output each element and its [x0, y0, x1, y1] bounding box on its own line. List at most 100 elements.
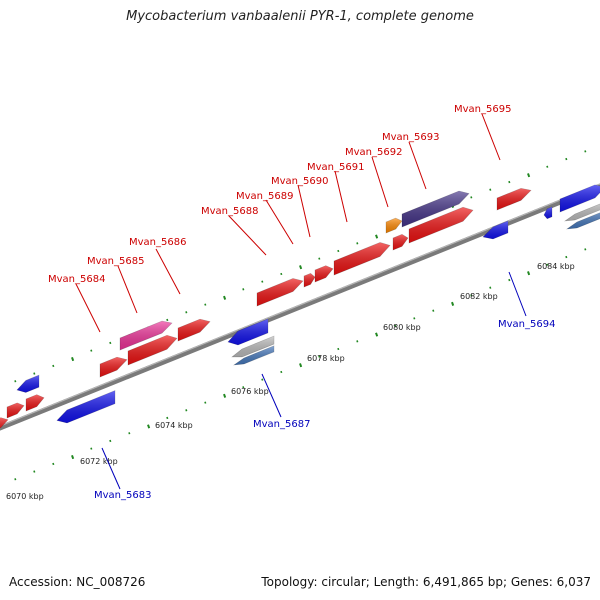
lower-tick-row [14, 248, 587, 481]
lower-tick-mark [14, 478, 17, 481]
upper-tick-mark [337, 249, 340, 253]
forward-gene-labels: Mvan_5684 Mvan_5685 Mvan_5686 Mvan_5688 … [48, 104, 511, 285]
gene-features [0, 184, 600, 429]
lower-tick-mark [565, 255, 568, 259]
gene-arrow-mvan-5694-shading [483, 220, 508, 239]
lower-tick-mark [451, 301, 455, 306]
leader-mvan-5689 [265, 199, 294, 245]
map-title: Mycobacterium vanbaalenii PYR-1, complet… [126, 9, 474, 24]
leader-mvan-5687 [261, 373, 282, 418]
gene-arrow-mvan-5695-shading [497, 188, 531, 210]
scale-label-6084: 6084 kbp [537, 262, 575, 271]
gene-arrow-mvan-5689-shading [304, 273, 315, 287]
scale-label-6070: 6070 kbp [6, 492, 44, 501]
gene-label-mvan-5695[interactable]: Mvan_5695 [454, 104, 511, 115]
scale-label-6072: 6072 kbp [80, 457, 118, 466]
gene-label-mvan-5687[interactable]: Mvan_5687 [253, 419, 310, 430]
gene-arrow-mvan-5690-shading [315, 265, 333, 282]
upper-tick-mark [489, 188, 492, 191]
accession-text: Accession: NC_008726 [9, 575, 146, 589]
gene-arrow-mvan-5685-shading [128, 335, 177, 365]
gene-label-mvan-5690[interactable]: Mvan_5690 [271, 176, 328, 187]
genome-backbone [0, 183, 600, 431]
lower-tick-mark [204, 401, 207, 404]
lower-tick-mark [166, 416, 169, 420]
gene-label-mvan-5683[interactable]: Mvan_5683 [94, 490, 151, 501]
gene-arrow-edge-blue-shading [560, 184, 600, 212]
leader-mvan-5690 [297, 184, 311, 238]
gene-arrow-blue-shading [228, 318, 268, 345]
leader-mvan-5683 [101, 447, 121, 490]
gene-arrow-small-blue-shading [544, 206, 552, 219]
gene-arrow-mvan-5692-shading [393, 234, 408, 250]
gene-label-mvan-5686[interactable]: Mvan_5686 [129, 237, 186, 248]
upper-tick-mark [565, 157, 568, 161]
gene-label-mvan-5685[interactable]: Mvan_5685 [87, 256, 144, 267]
reverse-gene-labels: Mvan_5683 Mvan_5687 Mvan_5694 [94, 319, 555, 501]
lower-tick-mark [508, 278, 511, 282]
upper-tick-mark [90, 349, 93, 352]
upper-tick-mark [299, 265, 303, 270]
gene-arrow-pink-shading [120, 321, 172, 350]
gene-label-mvan-5694[interactable]: Mvan_5694 [498, 319, 555, 330]
lower-tick-mark [299, 363, 303, 368]
lower-tick-mark [147, 424, 151, 429]
lower-tick-mark [33, 470, 36, 473]
gene-arrow-edge-lightblue-shading [567, 212, 600, 229]
gene-label-mvan-5688[interactable]: Mvan_5688 [201, 206, 258, 217]
upper-tick-mark [356, 242, 359, 245]
upper-tick-mark [14, 380, 17, 383]
gene-arrow-mvan-5684-shading [100, 357, 127, 377]
label-leader-lines [75, 113, 527, 490]
leader-mvan-5684 [75, 283, 101, 333]
lower-tick-mark [413, 317, 416, 320]
gene-arrow-orange-shading [386, 218, 402, 233]
leader-mvan-5691 [334, 170, 348, 223]
lower-tick-mark [546, 263, 549, 266]
scale-labels: 6070 kbp 6072 kbp 6074 kbp 6076 kbp 6078… [6, 262, 575, 501]
gene-label-mvan-5692[interactable]: Mvan_5692 [345, 147, 402, 158]
scale-label-6074: 6074 kbp [155, 421, 193, 430]
upper-tick-mark [166, 318, 169, 322]
gene-arrow-forward-shading [0, 417, 8, 428]
gene-arrow-mvan-5693-shading [402, 191, 469, 227]
lower-tick-mark [71, 455, 75, 460]
gene-label-mvan-5684[interactable]: Mvan_5684 [48, 274, 105, 285]
lower-tick-mark [223, 393, 227, 398]
leader-mvan-5688 [228, 215, 267, 256]
upper-tick-mark [223, 295, 227, 300]
lower-tick-mark [356, 340, 359, 343]
gene-label-mvan-5691[interactable]: Mvan_5691 [307, 162, 364, 173]
lower-tick-mark [394, 324, 397, 328]
lower-tick-mark [261, 378, 264, 381]
leader-mvan-5685 [117, 265, 138, 314]
upper-tick-mark [242, 288, 245, 291]
leader-mvan-5694 [508, 271, 527, 317]
lower-tick-mark [375, 332, 379, 337]
upper-tick-mark [204, 303, 207, 306]
gene-arrow-mvan-5683-shading [57, 390, 115, 423]
gene-arrow-forward-shading [26, 394, 44, 411]
lower-tick-mark [109, 439, 112, 443]
gene-arrow-mvan-5692b-shading [409, 207, 473, 243]
lower-tick-mark [185, 409, 188, 412]
lower-tick-mark [128, 432, 131, 435]
gene-label-mvan-5693[interactable]: Mvan_5693 [382, 132, 439, 143]
scale-label-6082: 6082 kbp [460, 292, 498, 301]
scale-label-6076: 6076 kbp [231, 387, 269, 396]
gene-label-mvan-5689[interactable]: Mvan_5689 [236, 191, 293, 202]
genome-summary-text: Topology: circular; Length: 6,491,865 bp… [261, 575, 591, 589]
leader-mvan-5692 [371, 156, 389, 208]
leader-mvan-5693 [408, 141, 427, 190]
lower-tick-mark [527, 271, 531, 276]
upper-tick-mark [546, 165, 549, 168]
leader-mvan-5686 [155, 248, 181, 295]
upper-tick-mark [508, 180, 511, 184]
upper-tick-mark [318, 257, 321, 260]
lower-tick-mark [432, 309, 435, 312]
upper-tick-mark [280, 272, 283, 276]
scale-label-6078: 6078 kbp [307, 354, 345, 363]
gene-arrow-mvan-5691-shading [334, 242, 390, 275]
leader-mvan-5695 [481, 113, 501, 161]
